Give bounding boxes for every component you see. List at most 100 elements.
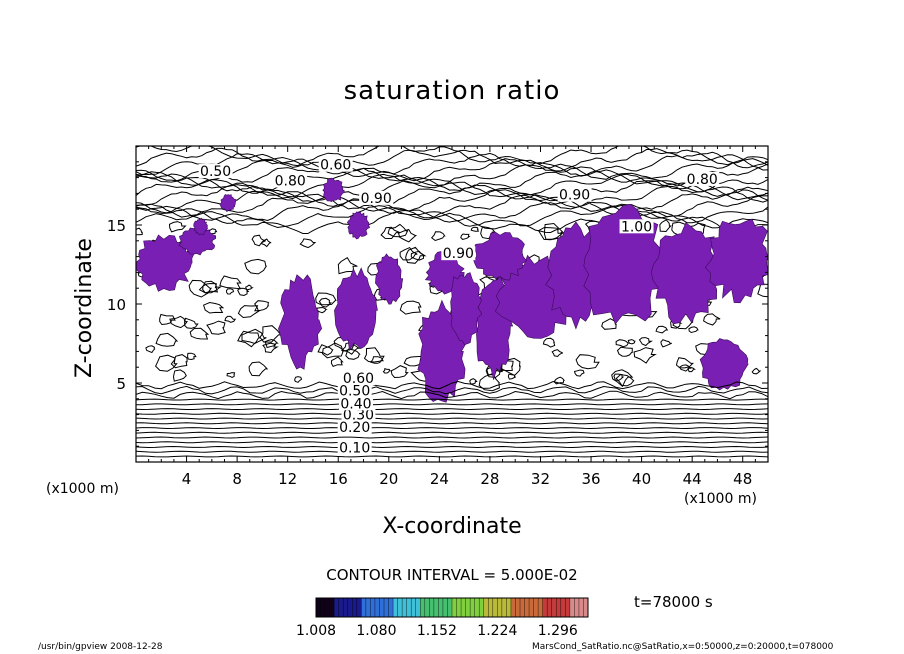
contour-line — [168, 221, 187, 233]
contour-line — [703, 313, 721, 326]
colorbar-stripe — [515, 598, 521, 617]
colorbar: 1.008 1.080 1.152 1.224 1.296 — [296, 597, 589, 639]
contour-interval-label: CONTOUR INTERVAL = 5.000E-02 — [326, 566, 578, 584]
colorbar-stripe — [488, 598, 494, 617]
colorbar-stripe — [329, 598, 335, 617]
contour-line — [187, 352, 197, 361]
colorbar-stripe — [506, 598, 512, 617]
colorbar-stripe — [501, 598, 507, 617]
colorbar-stripe — [420, 598, 426, 617]
plot-area: 0.100.200.300.400.500.600.50 0.600.80 0.80… — [136, 146, 768, 458]
colorbar-stripe — [406, 598, 412, 617]
colorbar-stripe — [347, 598, 353, 617]
contour-line — [397, 228, 418, 243]
colorbar-stripe — [542, 598, 548, 617]
contour-label-bg — [318, 157, 353, 172]
colorbar-stripe — [334, 598, 339, 617]
colorbar-stripe — [461, 598, 466, 617]
contour-line — [136, 163, 768, 187]
z-axis-unit: (x1000 m) — [46, 481, 119, 497]
contour-line — [245, 284, 254, 291]
contour-label: 0.80 — [275, 174, 306, 190]
contour-line — [380, 226, 401, 240]
contour-label: 0.80 — [687, 172, 718, 188]
contour-label: 0.10 — [339, 441, 370, 457]
y-tick-label: 10 — [107, 296, 126, 314]
contour-line — [136, 427, 768, 430]
y-axis-ticks: 5 10 15 — [107, 161, 768, 447]
colorbar-stripe — [578, 598, 584, 617]
contour-label-bg — [338, 396, 373, 411]
contour-line — [321, 342, 344, 359]
contour-line — [330, 356, 344, 368]
footer-data-source: MarsCond_SatRatio.nc@SatRatio,x=0:50000,… — [532, 642, 834, 652]
colorbar-stripe — [510, 598, 516, 617]
colorbar-stripe — [388, 598, 394, 617]
contour-label-bg — [337, 383, 372, 398]
contour-line — [259, 325, 282, 343]
contour-line — [244, 258, 268, 275]
contour-line — [136, 146, 768, 167]
contour-line — [136, 422, 768, 425]
contour-label-bg — [359, 190, 394, 205]
contour-line — [679, 364, 692, 372]
contour-label: 0.90 — [559, 188, 590, 204]
contour-line — [660, 339, 672, 348]
contour-line — [136, 194, 768, 219]
contour-line — [542, 337, 556, 348]
contour-label-bg — [341, 407, 376, 422]
contour-line — [615, 374, 635, 387]
x-tick-label: 28 — [480, 470, 499, 488]
colorbar-stripe — [370, 598, 376, 617]
contour-line — [573, 369, 585, 377]
x-tick-label: 24 — [430, 470, 449, 488]
contour-line — [294, 376, 303, 383]
contour-line — [387, 223, 409, 238]
contour-line — [136, 199, 768, 224]
supersaturated-region — [650, 222, 724, 325]
contour-line — [659, 219, 672, 233]
colorbar-stripe — [551, 598, 557, 617]
contour-label-bg — [557, 187, 592, 202]
colorbar-stripe — [556, 598, 562, 617]
contour-line — [469, 378, 478, 385]
x-tick-label: 48 — [733, 470, 752, 488]
contour-line — [136, 431, 768, 434]
contour-line — [136, 455, 768, 458]
contour-label: 0.50 — [200, 164, 231, 180]
contour-line — [136, 204, 768, 229]
colorbar-stripe — [356, 598, 362, 617]
colorbar-stripe — [483, 598, 489, 617]
contour-line — [225, 288, 235, 295]
lower-contour-lines — [136, 380, 768, 458]
contour-line — [688, 326, 699, 334]
colorbar-stripe — [325, 598, 330, 617]
contour-line — [169, 315, 189, 329]
contour-line — [136, 152, 768, 177]
contour-line — [136, 441, 768, 444]
colorbar-stripe — [429, 598, 435, 617]
contour-line — [136, 227, 143, 236]
contour-line — [399, 246, 418, 261]
contour-line — [136, 450, 768, 453]
contour-line — [551, 349, 564, 358]
contour-label-bg — [341, 371, 376, 385]
contour-line — [136, 417, 768, 420]
contour-line — [202, 301, 225, 314]
contour-line — [543, 222, 565, 240]
contour-line — [345, 348, 361, 360]
contour-label: 0.90 — [443, 246, 474, 262]
x-tick-label: 40 — [632, 470, 651, 488]
colorbar-tick-label: 1.008 — [296, 623, 336, 639]
contour-line — [627, 339, 636, 345]
contour-label: 1.00 — [621, 219, 652, 235]
colorbar-tick-label: 1.080 — [356, 623, 396, 639]
x-tick-label: 44 — [683, 470, 702, 488]
footer-program-date: /usr/bin/gpview 2008-12-28 — [38, 642, 163, 652]
contour-label: 0.50 — [339, 384, 370, 400]
x-tick-label: 12 — [278, 470, 297, 488]
contour-line — [638, 337, 653, 347]
contour-line — [615, 339, 630, 348]
contour-label: 0.60 — [343, 371, 374, 387]
colorbar-stripe — [583, 598, 589, 617]
